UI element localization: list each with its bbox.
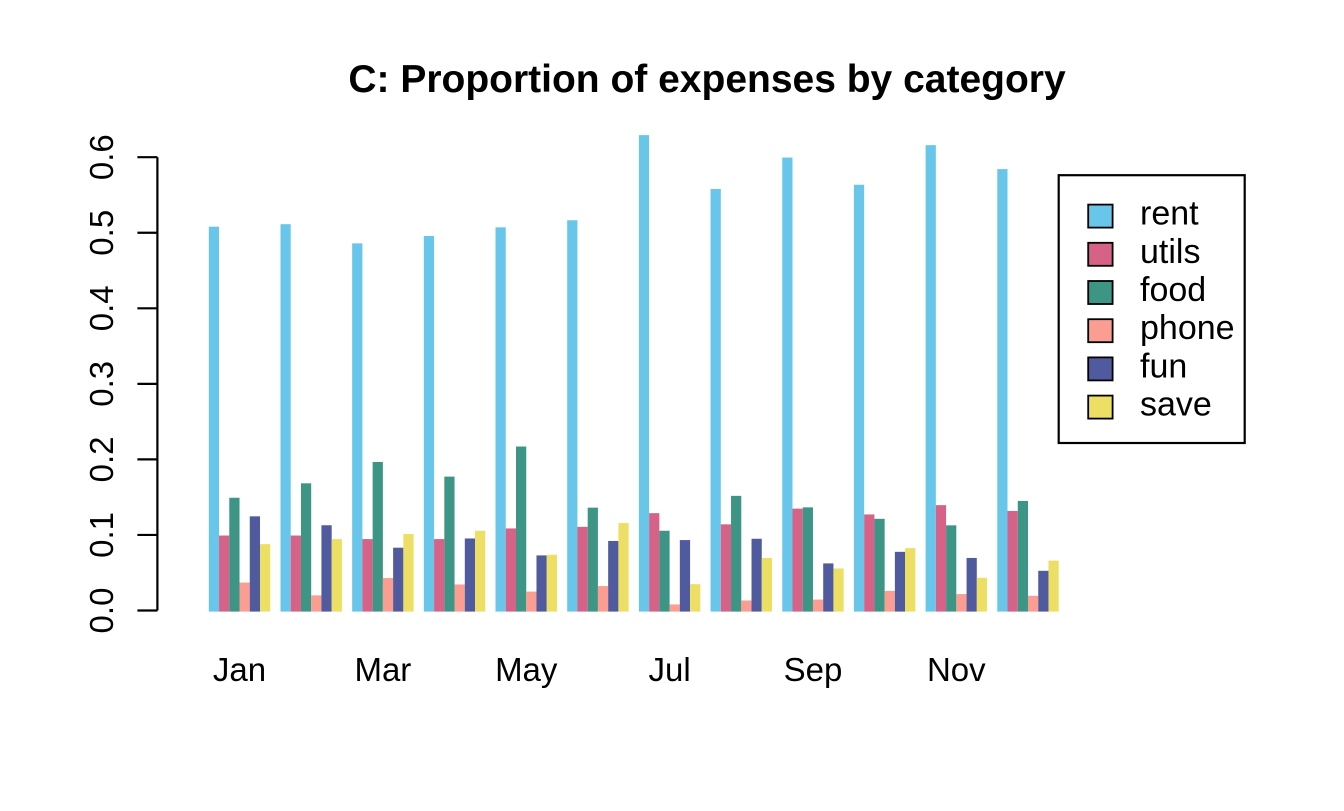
svg-text:0.3: 0.3 xyxy=(83,361,120,407)
svg-text:phone: phone xyxy=(1140,309,1235,347)
svg-text:Jul: Jul xyxy=(649,651,691,688)
svg-text:utils: utils xyxy=(1140,233,1200,271)
svg-text:Mar: Mar xyxy=(354,651,411,688)
svg-text:0.4: 0.4 xyxy=(83,285,120,331)
svg-text:fun: fun xyxy=(1140,347,1187,385)
svg-text:food: food xyxy=(1140,271,1206,309)
svg-text:0.1: 0.1 xyxy=(83,512,120,558)
svg-text:Jan: Jan xyxy=(213,651,266,688)
svg-text:rent: rent xyxy=(1140,195,1199,233)
svg-text:Nov: Nov xyxy=(927,651,986,688)
svg-text:0.6: 0.6 xyxy=(83,134,120,180)
svg-text:0.5: 0.5 xyxy=(83,210,120,256)
svg-text:0.2: 0.2 xyxy=(83,436,120,482)
svg-text:0.0: 0.0 xyxy=(83,588,120,634)
svg-text:C: Proportion of expenses by c: C: Proportion of expenses by category xyxy=(348,58,1066,101)
svg-text:Sep: Sep xyxy=(784,651,843,688)
svg-text:May: May xyxy=(495,651,558,688)
svg-text:save: save xyxy=(1140,386,1212,424)
